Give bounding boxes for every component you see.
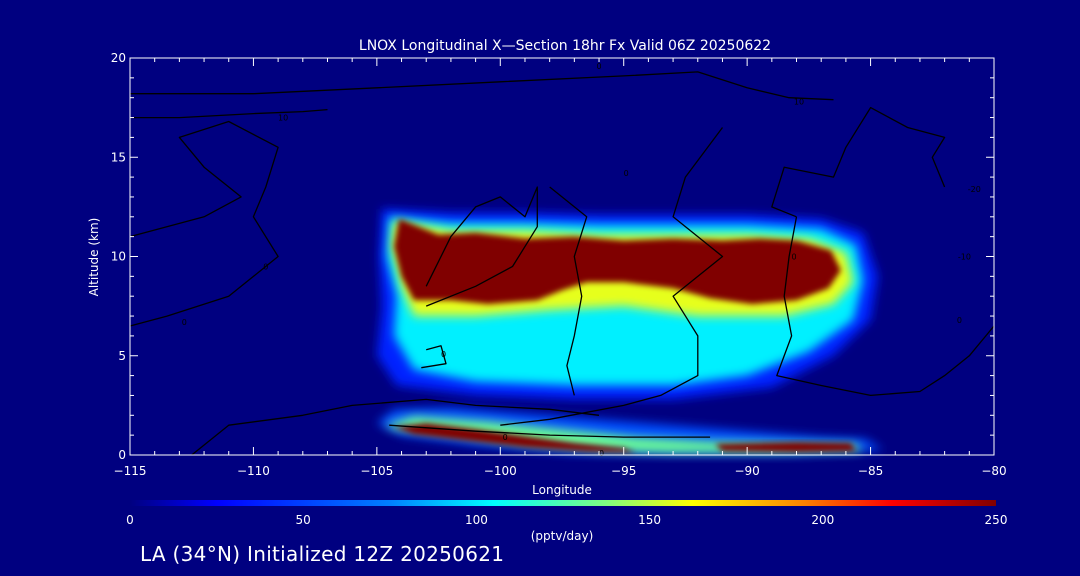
x-tick-label: −85 bbox=[858, 464, 883, 478]
x-tick-label: −95 bbox=[611, 464, 636, 478]
colorbar-tick-label: 0 bbox=[126, 513, 134, 527]
plot-area: 0 10 10 0 0 0 0 0 0 0 -10 -20 0 bbox=[129, 57, 995, 458]
contour-lines bbox=[129, 71, 995, 456]
colorbar: 0 50 100 150 200 250 (pptv/day) bbox=[126, 500, 1007, 543]
y-tick-label: 0 bbox=[118, 448, 126, 462]
x-tick-label: −90 bbox=[734, 464, 759, 478]
colorbar-units: (pptv/day) bbox=[531, 529, 594, 543]
x-tick-label: −100 bbox=[484, 464, 517, 478]
contour-line bbox=[130, 108, 328, 119]
contour-line bbox=[129, 120, 279, 327]
x-tick-label: −80 bbox=[981, 464, 1006, 478]
x-axis-label: Longitude bbox=[532, 483, 592, 497]
contour-label: 0 bbox=[596, 62, 601, 71]
contour-label: 0 bbox=[957, 316, 962, 325]
contour-label: 0 bbox=[441, 350, 446, 359]
contour-label: -20 bbox=[968, 185, 981, 194]
y-tick-label: 20 bbox=[111, 51, 126, 65]
contour-label: 0 bbox=[182, 318, 187, 327]
x-tick-label: −115 bbox=[114, 464, 147, 478]
y-tick-label: 10 bbox=[111, 250, 126, 264]
colorbar-ticks: 0 50 100 150 200 250 bbox=[126, 513, 1007, 527]
x-axis: −115 −110 −105 −100 −95 −90 −85 −80 bbox=[114, 58, 1007, 478]
contour-label: -10 bbox=[958, 253, 971, 262]
colorbar-tick-label: 50 bbox=[296, 513, 311, 527]
contour-label: 0 bbox=[263, 262, 268, 271]
contour-label: 10 bbox=[278, 114, 288, 123]
contour-line bbox=[425, 186, 538, 307]
chart-title: LNOX Longitudinal X—Section 18hr Fx Vali… bbox=[359, 38, 771, 54]
y-axis-label: Altitude (km) bbox=[87, 218, 101, 297]
field-regions bbox=[376, 208, 883, 454]
y-axis: 0 5 10 15 20 bbox=[111, 51, 994, 462]
contour-line bbox=[771, 106, 946, 218]
field-region-lower-core-east bbox=[715, 442, 856, 452]
contour-labels: 0 10 10 0 0 0 0 0 0 0 -10 -20 0 bbox=[182, 62, 981, 458]
contour-label: 10 bbox=[794, 98, 804, 107]
colorbar-tick-label: 150 bbox=[638, 513, 661, 527]
contour-line bbox=[421, 345, 447, 369]
contour-line bbox=[776, 216, 995, 397]
contour-line bbox=[130, 71, 834, 101]
colorbar-ramp bbox=[130, 500, 996, 506]
contour-label: 0 bbox=[791, 253, 796, 262]
x-tick-label: −105 bbox=[360, 464, 393, 478]
contour-line bbox=[191, 398, 600, 456]
x-tick-label: −110 bbox=[237, 464, 270, 478]
colorbar-tick-label: 100 bbox=[465, 513, 488, 527]
colorbar-tick-label: 250 bbox=[985, 513, 1008, 527]
contour-label: 0 bbox=[599, 449, 604, 458]
y-tick-label: 5 bbox=[118, 349, 126, 363]
contour-line bbox=[500, 127, 724, 426]
contour-line bbox=[389, 424, 711, 438]
field-region-lower-core bbox=[394, 423, 637, 453]
contour-line bbox=[549, 186, 588, 396]
colorbar-tick-label: 200 bbox=[811, 513, 834, 527]
contour-label: 0 bbox=[503, 433, 508, 442]
field-region-upper-core bbox=[394, 218, 841, 305]
y-tick-label: 15 bbox=[111, 150, 126, 164]
footer-init-text: LA (34°N) Initialized 12Z 20250621 bbox=[140, 542, 505, 566]
contour-label: 0 bbox=[624, 169, 629, 178]
